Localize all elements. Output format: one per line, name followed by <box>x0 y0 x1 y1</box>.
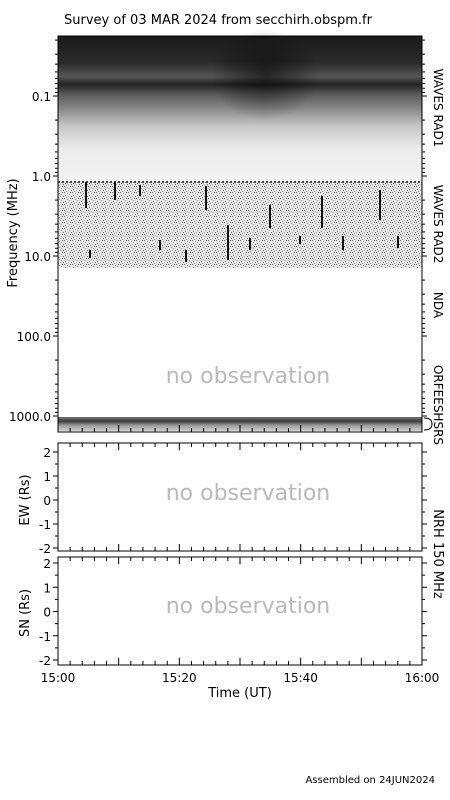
spectrogram-no-observation: no observation <box>166 364 331 389</box>
panel-tick-label: 2 <box>43 557 51 571</box>
panel-tick-label: 0 <box>43 606 51 620</box>
assembled-footer: Assembled on 24JUN2024 <box>305 775 435 786</box>
ew-ylabel: EW (Rs) <box>18 474 33 525</box>
time-tick-label: 15:00 <box>41 671 76 685</box>
spectrogram-tick-label: 10.0 <box>24 250 51 264</box>
band-label: NDA <box>431 292 445 319</box>
spectrogram-tick-label: 1000.0 <box>9 410 51 424</box>
time-tick-label: 15:40 <box>283 671 318 685</box>
spectrogram-panel: no observation Frequency (MHz) 0.1 1.0 10.… <box>6 30 445 445</box>
hsrs-brace <box>423 417 433 431</box>
ew-panel: no observation EW (Rs) -2 -1 0 1 2 <box>18 442 427 556</box>
sn-ylabel: SN (Rs) <box>18 589 33 637</box>
time-axis-labels: 15:00 15:20 15:40 16:00 <box>41 671 440 685</box>
spectrogram-tick-label: 1.0 <box>32 170 51 184</box>
time-axis-label: Time (UT) <box>207 686 272 701</box>
chart-title: Survey of 03 MAR 2024 from secchirh.obsp… <box>64 13 373 28</box>
sn-y-ticks: -2 -1 0 1 2 <box>39 557 427 668</box>
panel-tick-label: -2 <box>39 542 51 556</box>
time-tick-label: 16:00 <box>405 671 440 685</box>
nrh-label: NRH 150 MHz <box>430 509 445 599</box>
panel-tick-label: -1 <box>39 630 51 644</box>
panel-tick-label: 1 <box>43 470 51 484</box>
time-tick-label: 15:20 <box>162 671 197 685</box>
spectrogram-tick-label: 0.1 <box>32 90 51 104</box>
spectrogram-y-ticks: 0.1 1.0 10.0 100.0 1000.0 <box>9 39 427 424</box>
spectrogram-ylabel: Frequency (MHz) <box>6 178 21 287</box>
sn-no-observation: no observation <box>166 594 331 619</box>
panel-tick-label: 1 <box>43 581 51 595</box>
waves-rad2-spikes <box>85 182 399 262</box>
band-labels: WAVES RAD1 WAVES RAD2 NDA ORFEESHSRS <box>431 69 445 445</box>
ew-no-observation: no observation <box>166 481 331 506</box>
band-label: WAVES RAD1 <box>431 69 445 148</box>
band-label: ORFEESHSRS <box>431 365 445 445</box>
panel-tick-label: -1 <box>39 518 51 532</box>
spectrogram-tick-label: 100.0 <box>17 330 51 344</box>
hsrs-image <box>58 417 422 431</box>
sn-panel: no observation SN (Rs) -2 -1 0 1 2 <box>18 556 427 668</box>
panel-tick-label: 2 <box>43 446 51 460</box>
waves-rad1-burst-feature <box>210 30 320 120</box>
panel-tick-label: -2 <box>39 654 51 668</box>
ew-y-ticks: -2 -1 0 1 2 <box>39 446 427 556</box>
band-label: WAVES RAD2 <box>431 185 445 264</box>
time-axis-ticks <box>57 425 423 665</box>
waves-rad2-image <box>58 182 422 268</box>
panel-tick-label: 0 <box>43 494 51 508</box>
